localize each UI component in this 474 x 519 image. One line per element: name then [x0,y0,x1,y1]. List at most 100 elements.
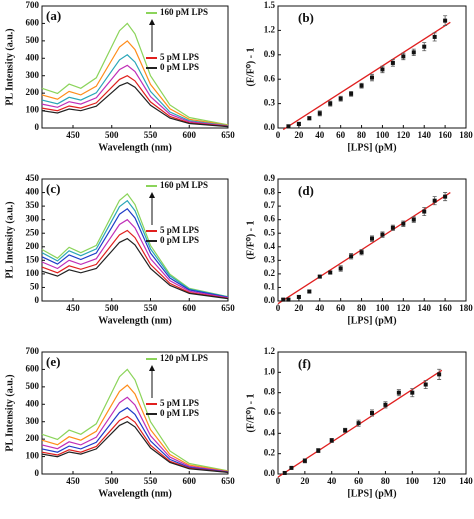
fit-line [282,21,451,131]
spectrum-line [41,368,229,472]
x-tick-label: 100 [406,476,420,486]
x-tick-label: 650 [221,476,235,486]
y-tick-label: 300 [26,416,40,426]
y-tick-label: 0.6 [264,73,276,83]
data-point [356,421,361,426]
x-tick-label: 120 [432,476,446,486]
x-tick-label: 40 [315,130,325,140]
y-tick-label: 0.1 [264,282,276,292]
x-tick-label: 550 [144,303,158,313]
data-point [432,34,437,39]
x-tick-label: 160 [438,130,452,140]
x-tick-label: 140 [459,476,473,486]
y-tick-label: 100 [26,451,40,461]
spectrum-line [41,207,229,298]
x-tick-label: 550 [144,130,158,140]
data-point [380,232,385,237]
legend-label: 0 pM LPS [160,235,199,245]
y-tick-label: 400 [26,398,40,408]
x-tick-label: 80 [381,476,391,486]
data-point [359,83,364,88]
y-axis-label: PL Intensity (a.u.) [4,374,15,451]
y-tick-label: 300 [26,70,40,80]
spectrum-line [41,54,229,127]
y-tick-label: 1.2 [264,24,276,34]
y-axis-label: PL Intensity (a.u.) [4,28,15,105]
spectrum-line [41,64,229,127]
legend-label: 5 pM LPS [160,52,199,62]
y-tick-label: 0.3 [264,98,276,108]
y-tick-label: 50 [30,282,40,292]
y-tick-label: 0.8 [264,187,276,197]
data-point [343,428,348,433]
data-point [296,121,301,126]
y-tick-label: 700 [26,346,40,356]
x-tick-label: 100 [376,130,390,140]
x-axis-label: Wavelength (nm) [98,142,172,153]
data-point [443,194,448,199]
plot-frame [41,5,229,129]
spectrum-line [41,237,229,300]
data-point [401,54,406,59]
x-tick-label: 0 [276,476,281,486]
x-tick-label: 80 [357,303,367,313]
y-tick-label: 400 [26,187,40,197]
y-tick-label: 0.8 [264,387,276,397]
x-axis-label: [LPS] (pM) [347,488,396,499]
y-tick-label: 0.3 [264,254,276,264]
x-tick-label: 60 [336,130,346,140]
x-tick-label: 450 [66,130,80,140]
x-tick-label: 20 [300,476,310,486]
plot-frame [41,178,229,302]
x-tick-label: 500 [105,476,119,486]
x-tick-label: 40 [327,476,337,486]
y-tick-label: 200 [26,87,40,97]
y-axis-label: (F/F⁰) - 1 [245,221,256,260]
x-tick-label: 120 [397,130,411,140]
data-point [302,458,307,463]
y-tick-label: 0.2 [264,268,276,278]
x-tick-label: 160 [438,303,452,313]
y-tick-label: 0.9 [264,49,276,59]
x-tick-label: 600 [183,130,197,140]
y-tick-label: 0.5 [264,227,276,237]
data-point [437,372,442,377]
data-point [307,289,312,294]
data-point [349,91,354,96]
x-tick-label: 600 [183,476,197,486]
data-point [281,297,286,302]
data-point [359,250,364,255]
legend-label: 0 pM LPS [160,408,199,418]
legend-label: 120 pM LPS [160,353,208,363]
x-tick-label: 650 [221,130,235,140]
data-point [390,60,395,65]
y-tick-label: 0 [35,295,40,305]
x-tick-label: 650 [221,303,235,313]
x-tick-label: 100 [376,303,390,313]
data-point [370,75,374,80]
x-tick-label: 180 [459,130,473,140]
spectrum-line [41,75,229,127]
x-tick-label: 140 [417,130,431,140]
y-tick-label: 400 [26,52,40,62]
data-point [411,217,416,222]
legend-arrow-head [149,19,155,25]
x-tick-label: 20 [294,130,304,140]
data-point [338,266,343,271]
y-tick-label: 0 [35,468,40,478]
data-point [411,50,416,55]
legend-label: 5 pM LPS [160,398,199,408]
plot-frame [277,5,467,129]
x-tick-label: 500 [105,303,119,313]
data-point [329,438,334,443]
data-point [370,411,374,415]
spectrum-line [41,421,229,473]
spectrum-line [41,415,229,473]
y-tick-label: 0.0 [264,295,276,305]
y-tick-label: 1.2 [264,346,276,356]
fit-line [277,192,451,305]
legend-label: 5 pM LPS [160,225,199,235]
data-point [422,209,427,214]
y-tick-label: 600 [26,17,40,27]
spectrum-line [41,40,229,126]
